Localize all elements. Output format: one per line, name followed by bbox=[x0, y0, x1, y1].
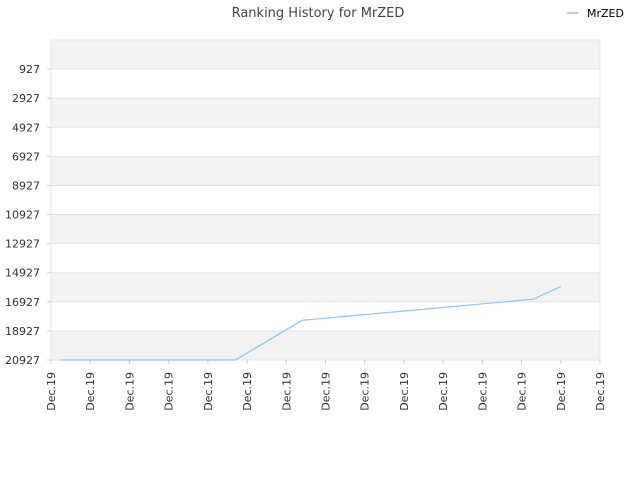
y-tick-label: 14927 bbox=[5, 267, 40, 280]
x-tick-label: Dec.19 bbox=[359, 372, 372, 411]
x-tick-label: Dec.19 bbox=[241, 372, 254, 411]
plot-band bbox=[51, 98, 600, 128]
plot-band bbox=[51, 214, 600, 244]
y-tick-label: 10927 bbox=[5, 209, 40, 222]
plot-bands bbox=[51, 40, 600, 361]
plot-band bbox=[51, 330, 600, 360]
x-tick-label: Dec.19 bbox=[123, 372, 136, 411]
x-tick-label: Dec.19 bbox=[163, 372, 176, 411]
legend[interactable]: MrZED bbox=[567, 7, 624, 20]
legend-label-mrzed: MrZED bbox=[587, 7, 624, 20]
x-tick-label: Dec.19 bbox=[594, 372, 607, 411]
x-tick-label: Dec.19 bbox=[320, 372, 333, 411]
y-axis: 927 2927 4927 6927 8927 10927 12927 14927 16927 1… bbox=[5, 63, 51, 367]
x-tick-label: Dec.19 bbox=[84, 372, 97, 411]
y-tick-label: 6927 bbox=[12, 150, 40, 163]
y-tick-label: 4927 bbox=[12, 121, 40, 134]
x-axis: Dec.19 Dec.19 Dec.19 Dec.19 Dec.19 Dec.19 Dec.… bbox=[45, 360, 607, 411]
x-tick-label: Dec.19 bbox=[516, 372, 529, 411]
x-tick-label: Dec.19 bbox=[555, 372, 568, 411]
y-tick-label: 8927 bbox=[12, 179, 40, 192]
plot-band bbox=[51, 272, 600, 302]
x-tick-label: Dec.19 bbox=[476, 372, 489, 411]
x-tick-label: Dec.19 bbox=[280, 372, 293, 411]
x-tick-label: Dec.19 bbox=[202, 372, 215, 411]
y-tick-label: 927 bbox=[19, 63, 40, 76]
y-tick-label: 2927 bbox=[12, 92, 40, 105]
plot-frame bbox=[50, 39, 601, 361]
plot-band bbox=[51, 40, 600, 70]
plot-band bbox=[51, 156, 600, 186]
y-tick-label: 12927 bbox=[5, 238, 40, 251]
x-tick-label: Dec.19 bbox=[437, 372, 450, 411]
chart-title: Ranking History for MrZED bbox=[232, 6, 405, 21]
y-tick-label: 20927 bbox=[5, 354, 40, 367]
x-tick-label: Dec.19 bbox=[398, 372, 411, 411]
series-layer bbox=[60, 285, 562, 361]
y-tick-label: 16927 bbox=[5, 296, 40, 309]
x-tick-label: Dec.19 bbox=[45, 372, 58, 411]
y-tick-label: 18927 bbox=[5, 325, 40, 338]
series-line-mrzed bbox=[60, 285, 562, 361]
